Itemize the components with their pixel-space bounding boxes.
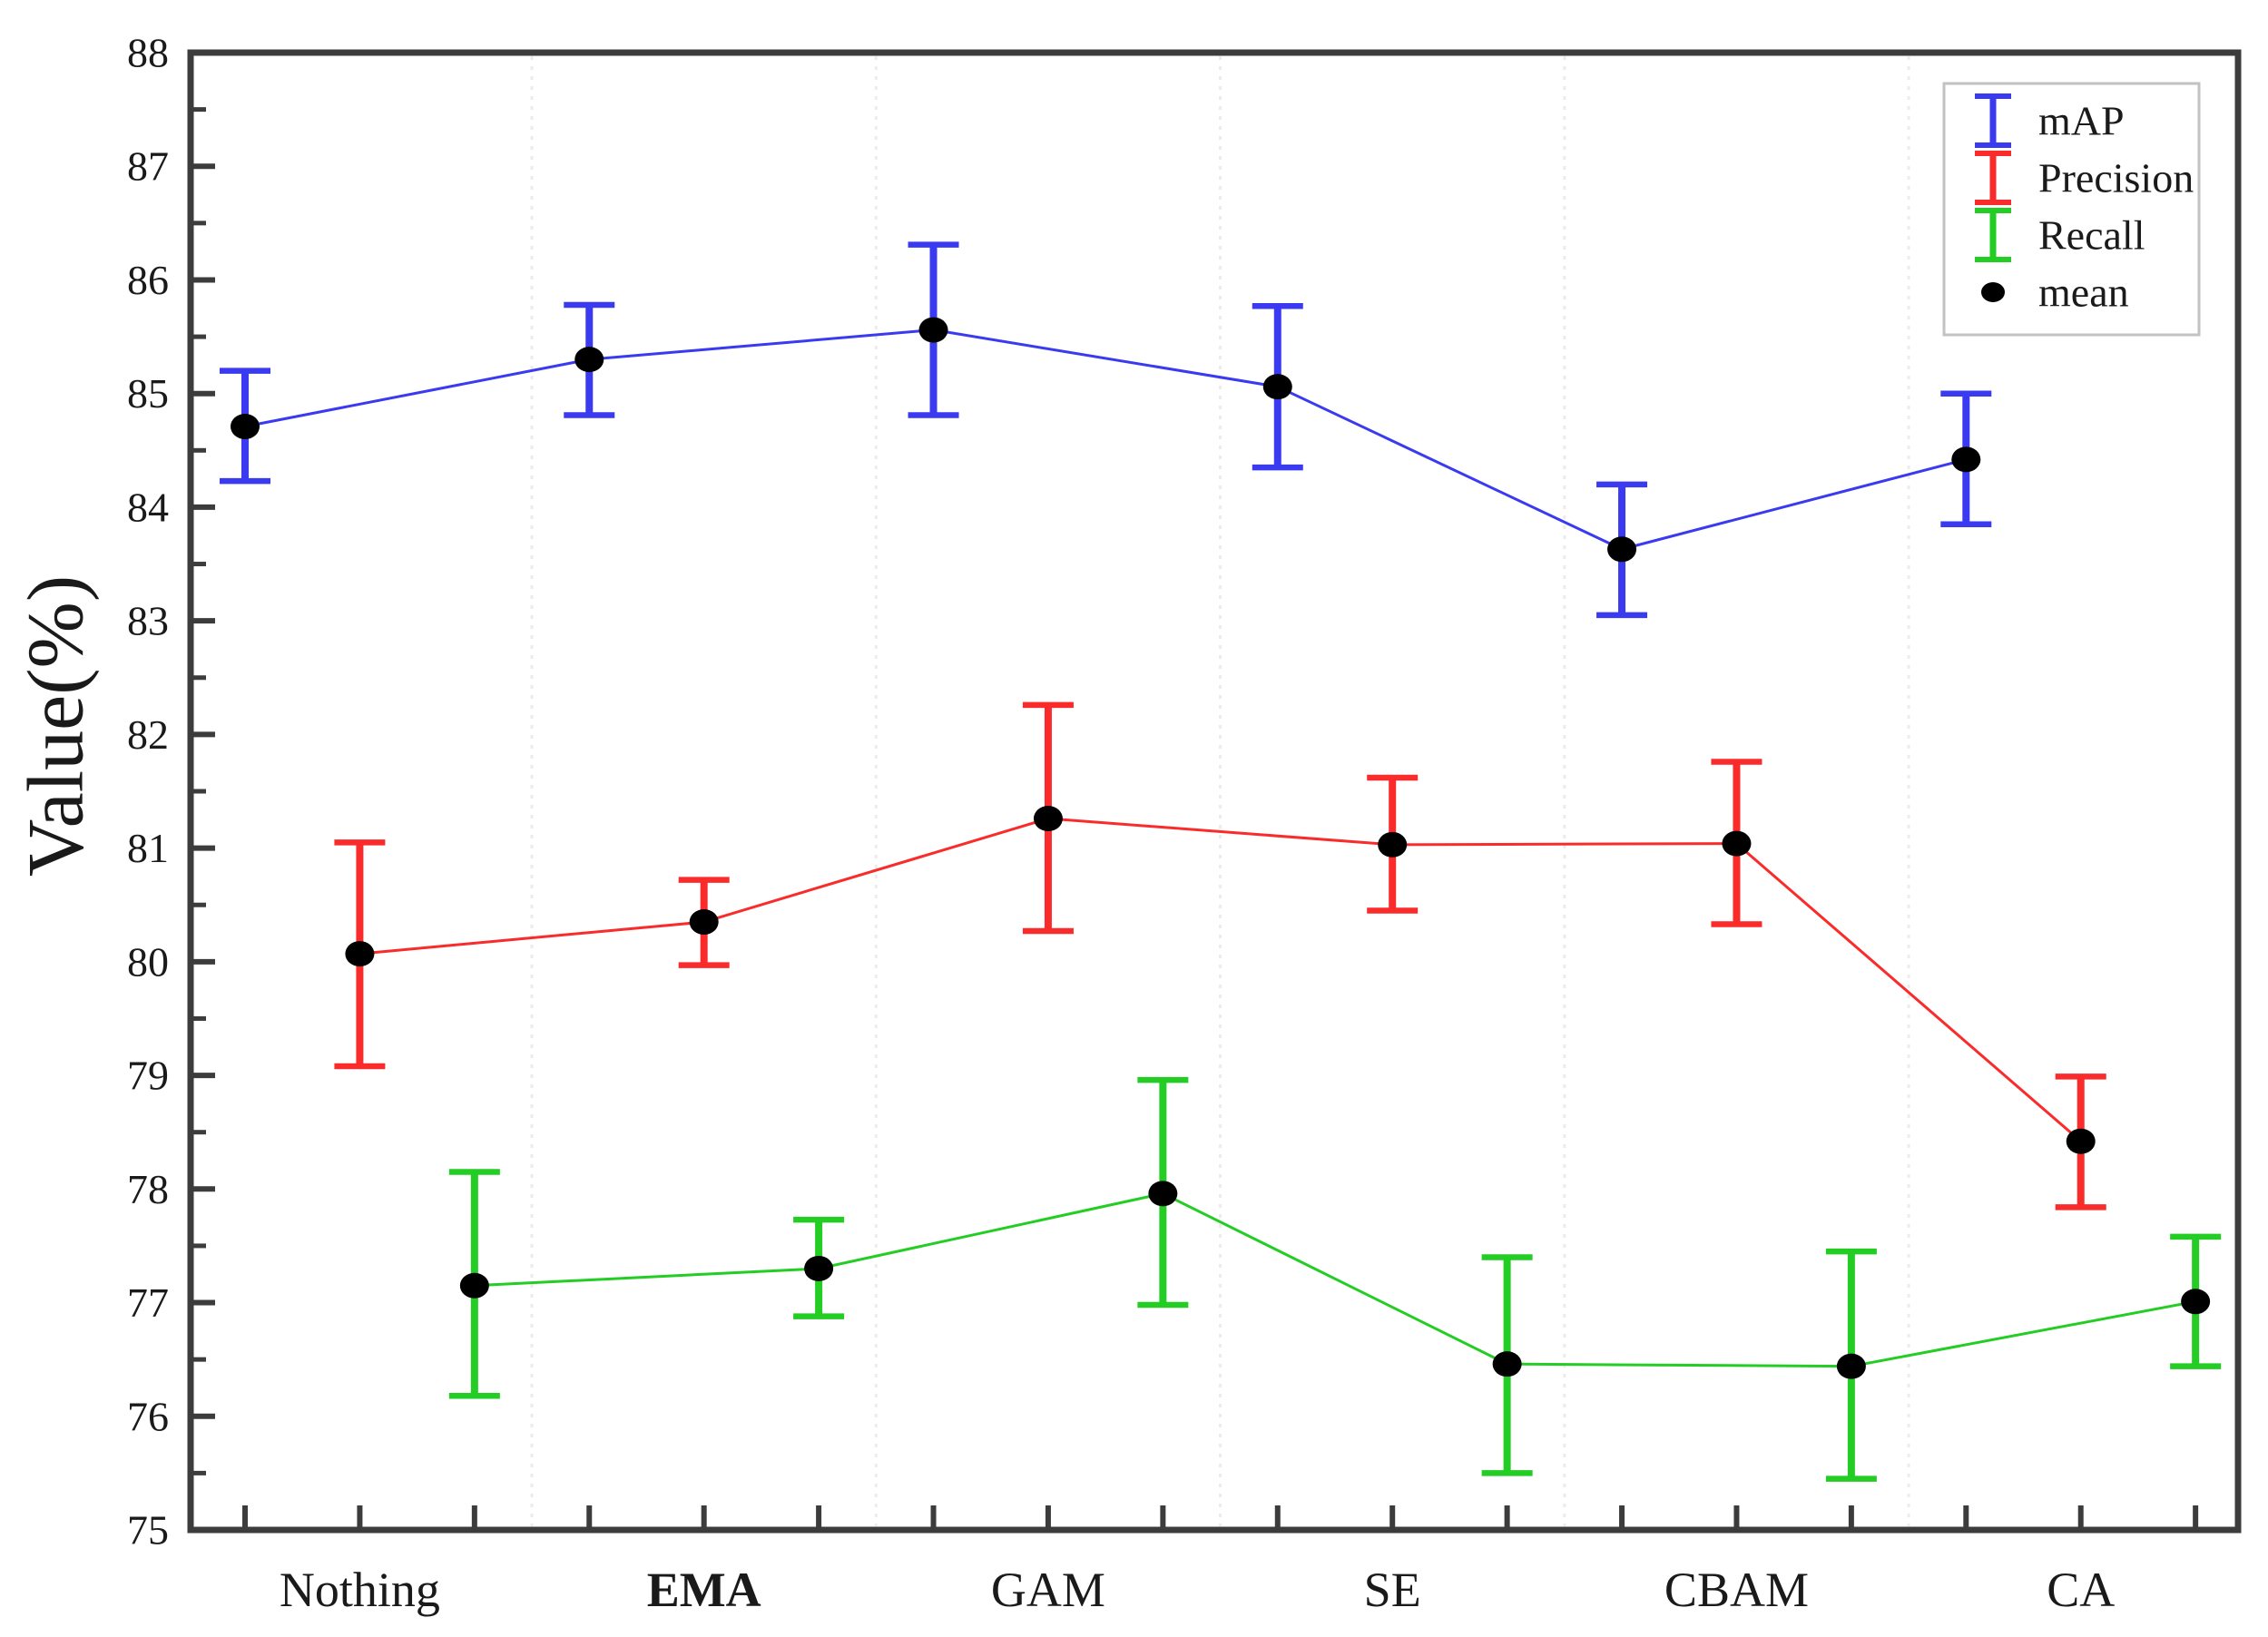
mean-marker bbox=[918, 317, 948, 343]
y-tick-label: 81 bbox=[127, 825, 169, 871]
legend-label: mean bbox=[2038, 270, 2129, 316]
plot-frame bbox=[187, 49, 2242, 1534]
y-tick-label: 87 bbox=[127, 143, 169, 190]
y-tick-label: 83 bbox=[127, 598, 169, 644]
y-tick-label: 84 bbox=[127, 484, 169, 530]
x-category-label: EMA bbox=[647, 1563, 761, 1617]
y-tick-label: 77 bbox=[127, 1279, 169, 1326]
x-category-label: SE bbox=[1364, 1563, 1421, 1617]
mean-marker bbox=[1607, 536, 1637, 563]
y-tick-label: 78 bbox=[127, 1166, 169, 1212]
mean-marker bbox=[231, 414, 260, 440]
mean-marker bbox=[804, 1255, 834, 1281]
mean-marker bbox=[345, 941, 375, 967]
mean-marker bbox=[689, 909, 719, 936]
x-category-label: CA bbox=[2047, 1563, 2115, 1617]
y-tick-label: 88 bbox=[127, 30, 169, 76]
legend-label: mAP bbox=[2038, 98, 2125, 144]
mean-marker bbox=[1148, 1181, 1178, 1207]
y-tick-label: 80 bbox=[127, 938, 169, 985]
mean-marker bbox=[2066, 1128, 2096, 1154]
y-tick-label: 82 bbox=[127, 711, 169, 758]
mean-marker bbox=[1378, 831, 1408, 858]
legend-mean-dot-icon bbox=[1981, 282, 2005, 302]
y-tick-label: 85 bbox=[127, 370, 169, 417]
legend-label: Recall bbox=[2038, 212, 2145, 259]
x-category-label: GAM bbox=[991, 1563, 1105, 1617]
x-category-label: Nothing bbox=[280, 1563, 440, 1617]
y-tick-label: 76 bbox=[127, 1393, 169, 1439]
mean-marker bbox=[2181, 1289, 2211, 1315]
mean-marker bbox=[1951, 446, 1981, 473]
series-line-precision bbox=[359, 817, 2082, 1142]
mean-marker bbox=[1492, 1351, 1522, 1377]
y-tick-label: 86 bbox=[127, 257, 169, 303]
mean-marker bbox=[1722, 830, 1752, 857]
mean-marker bbox=[574, 347, 604, 373]
mean-marker bbox=[1262, 374, 1292, 400]
x-category-label: CBAM bbox=[1664, 1563, 1809, 1617]
mean-marker bbox=[1836, 1353, 1866, 1379]
y-axis-title: Value(%) bbox=[13, 575, 101, 877]
series-line-map bbox=[244, 328, 1967, 551]
y-tick-label: 79 bbox=[127, 1053, 169, 1099]
y-tick-label: 75 bbox=[127, 1507, 169, 1554]
series-line-recall bbox=[474, 1191, 2196, 1368]
legend-label: Precision bbox=[2038, 155, 2194, 201]
mean-marker bbox=[459, 1272, 489, 1299]
mean-marker bbox=[1033, 806, 1063, 832]
